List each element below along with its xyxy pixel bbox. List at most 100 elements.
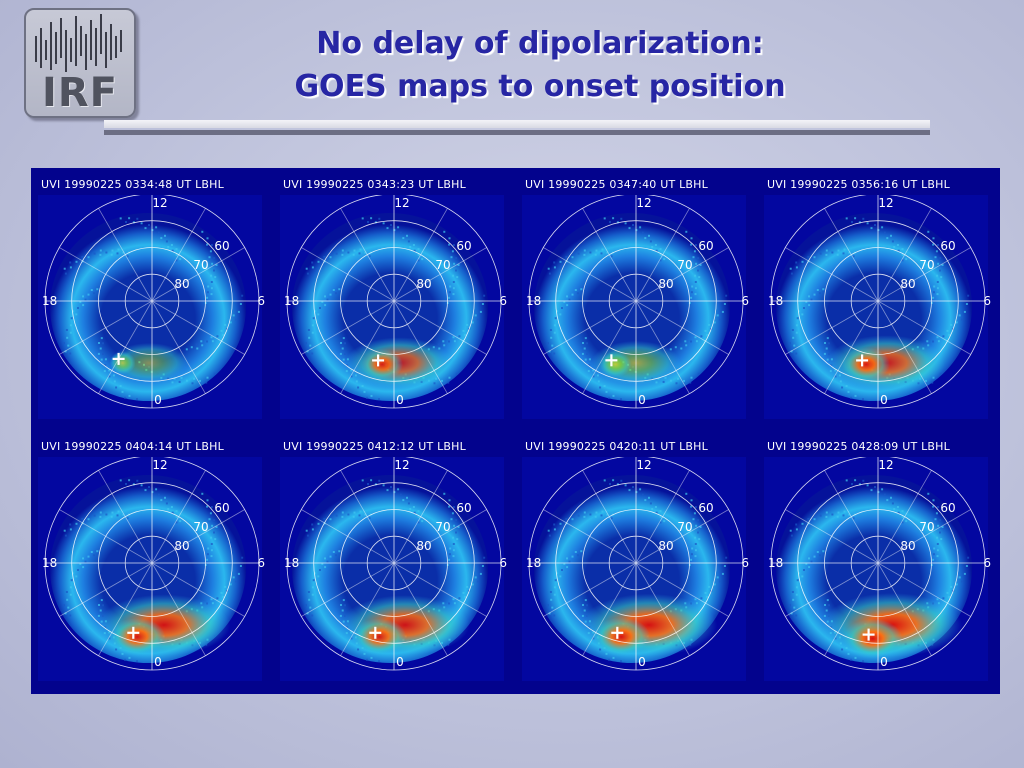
latitude-70-label: 70	[677, 258, 692, 272]
latitude-70-label: 70	[435, 258, 450, 272]
uvi-panel: UVI 19990225 0420:11 UT LBHL 12 18 6 0 60 70 80	[518, 432, 750, 690]
onset-position-marker	[127, 626, 140, 639]
latitude-70-label: 70	[677, 520, 692, 534]
mlt-18-label: 18	[42, 556, 57, 570]
mlt-6-label: 6	[983, 556, 991, 570]
latitude-60-label: 60	[456, 501, 471, 515]
uvi-panel: UVI 19990225 0404:14 UT LBHL 12 18 6 0 60 70 80	[34, 432, 266, 690]
latitude-70-label: 70	[193, 520, 208, 534]
title-divider-light	[104, 120, 930, 128]
panel-timestamp-label: UVI 19990225 0343:23 UT LBHL	[283, 178, 466, 191]
latitude-60-label: 60	[940, 239, 955, 253]
logo-bars-graphic	[35, 14, 122, 72]
mlt-18-label: 18	[526, 294, 541, 308]
panel-timestamp-label: UVI 19990225 0334:48 UT LBHL	[41, 178, 224, 191]
polar-grid	[286, 457, 502, 671]
latitude-80-label: 80	[416, 539, 431, 553]
mlt-12-label: 12	[394, 196, 409, 210]
mlt-18-label: 18	[42, 294, 57, 308]
onset-position-marker	[369, 626, 382, 639]
latitude-80-label: 80	[658, 539, 673, 553]
uvi-panel: UVI 19990225 0412:12 UT LBHL 12 18 6 0 60 70 80	[276, 432, 508, 690]
mlt-0-label: 0	[880, 655, 888, 669]
mlt-18-label: 18	[284, 556, 299, 570]
irf-logo: IRF	[24, 8, 136, 118]
mlt-18-label: 18	[284, 294, 299, 308]
mlt-6-label: 6	[499, 556, 507, 570]
mlt-0-label: 0	[396, 393, 404, 407]
latitude-80-label: 80	[416, 277, 431, 291]
uvi-image-grid: UVI 19990225 0334:48 UT LBHL 12 18 6 0 60 70 80…	[31, 168, 1000, 694]
latitude-70-label: 70	[435, 520, 450, 534]
mlt-6-label: 6	[741, 294, 749, 308]
logo-text: IRF	[41, 70, 118, 116]
mlt-18-label: 18	[768, 294, 783, 308]
mlt-6-label: 6	[499, 294, 507, 308]
polar-grid	[770, 195, 986, 409]
latitude-60-label: 60	[698, 239, 713, 253]
panel-timestamp-label: UVI 19990225 0412:12 UT LBHL	[283, 440, 466, 453]
mlt-12-label: 12	[878, 458, 893, 472]
latitude-60-label: 60	[214, 501, 229, 515]
latitude-70-label: 70	[919, 520, 934, 534]
onset-position-marker	[605, 354, 618, 367]
latitude-70-label: 70	[193, 258, 208, 272]
mlt-0-label: 0	[154, 393, 162, 407]
latitude-60-label: 60	[940, 501, 955, 515]
mlt-0-label: 0	[638, 655, 646, 669]
mlt-12-label: 12	[394, 458, 409, 472]
latitude-80-label: 80	[174, 277, 189, 291]
latitude-80-label: 80	[174, 539, 189, 553]
panel-timestamp-label: UVI 19990225 0428:09 UT LBHL	[767, 440, 950, 453]
panel-timestamp-label: UVI 19990225 0404:14 UT LBHL	[41, 440, 224, 453]
latitude-80-label: 80	[900, 539, 915, 553]
latitude-60-label: 60	[698, 501, 713, 515]
title-line-1: No delay of dipolarization:	[316, 26, 764, 61]
mlt-18-label: 18	[526, 556, 541, 570]
mlt-12-label: 12	[878, 196, 893, 210]
latitude-80-label: 80	[900, 277, 915, 291]
uvi-panel: UVI 19990225 0356:16 UT LBHL 12 18 6 0 60 70 80	[760, 170, 992, 428]
mlt-12-label: 12	[636, 458, 651, 472]
uvi-panel: UVI 19990225 0334:48 UT LBHL 12 18 6 0 60 70 80	[34, 170, 266, 428]
uvi-panel: UVI 19990225 0343:23 UT LBHL 12 18 6 0 60 70 80	[276, 170, 508, 428]
panel-timestamp-label: UVI 19990225 0420:11 UT LBHL	[525, 440, 708, 453]
onset-position-marker	[611, 626, 624, 639]
title-line-2: GOES maps to onset position	[294, 69, 786, 104]
mlt-18-label: 18	[768, 556, 783, 570]
mlt-12-label: 12	[152, 458, 167, 472]
uvi-panel: UVI 19990225 0428:09 UT LBHL 12 18 6 0 60 70 80	[760, 432, 992, 690]
latitude-60-label: 60	[456, 239, 471, 253]
mlt-6-label: 6	[257, 294, 265, 308]
mlt-0-label: 0	[396, 655, 404, 669]
slide-title: No delay of dipolarization: GOES maps to…	[180, 22, 900, 108]
onset-position-marker	[372, 354, 385, 367]
onset-position-marker	[112, 352, 125, 365]
onset-position-marker	[862, 628, 875, 641]
polar-grid	[770, 457, 986, 671]
polar-grid	[44, 457, 260, 671]
panel-timestamp-label: UVI 19990225 0347:40 UT LBHL	[525, 178, 708, 191]
polar-grid	[44, 195, 260, 409]
mlt-6-label: 6	[741, 556, 749, 570]
mlt-12-label: 12	[152, 196, 167, 210]
latitude-60-label: 60	[214, 239, 229, 253]
mlt-0-label: 0	[154, 655, 162, 669]
polar-grid	[286, 195, 502, 409]
uvi-panel: UVI 19990225 0347:40 UT LBHL 12 18 6 0 60 70 80	[518, 170, 750, 428]
mlt-6-label: 6	[983, 294, 991, 308]
polar-grid	[528, 457, 744, 671]
mlt-12-label: 12	[636, 196, 651, 210]
panel-timestamp-label: UVI 19990225 0356:16 UT LBHL	[767, 178, 950, 191]
title-divider-dark	[104, 130, 930, 135]
latitude-80-label: 80	[658, 277, 673, 291]
latitude-70-label: 70	[919, 258, 934, 272]
